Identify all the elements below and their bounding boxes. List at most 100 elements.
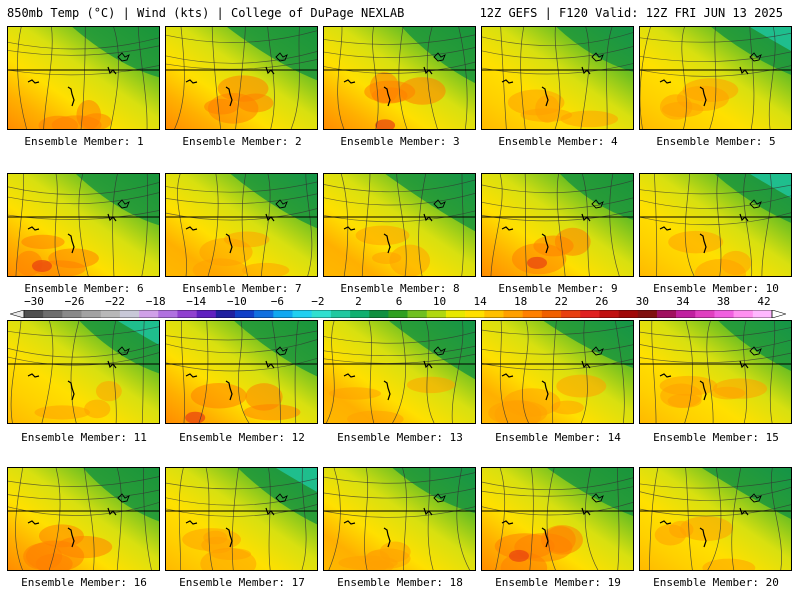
colorbar-swatch xyxy=(426,310,447,318)
colorbar-swatch xyxy=(695,310,715,318)
temperature-field-map xyxy=(482,468,633,570)
colorbar-tick-label: 42 xyxy=(757,295,771,308)
ensemble-map-panel xyxy=(639,26,792,130)
colorbar-tick-label: 26 xyxy=(595,295,609,308)
colorbar-tick-label: 6 xyxy=(395,295,403,308)
colorbar-swatch xyxy=(599,310,619,318)
temperature-field-map xyxy=(482,321,633,423)
temperature-field-map xyxy=(8,321,159,423)
ensemble-map-panel xyxy=(639,467,792,571)
ensemble-member-label: Ensemble Member: 13 xyxy=(337,431,463,444)
ensemble-map-panel xyxy=(481,173,634,277)
colorbar-swatch xyxy=(580,310,600,318)
temperature-field-map xyxy=(640,174,791,276)
ensemble-member-label: Ensemble Member: 18 xyxy=(337,576,463,589)
colorbar-arrow-right xyxy=(771,310,786,318)
ensemble-map-panel xyxy=(323,173,476,277)
colorbar-tick-label: 30 xyxy=(635,295,649,308)
ensemble-map-panel xyxy=(165,320,318,424)
ensemble-member-label: Ensemble Member: 20 xyxy=(653,576,779,589)
temperature-field-map xyxy=(8,27,159,129)
colorbar-swatch xyxy=(733,310,754,318)
ensemble-map-panel xyxy=(639,320,792,424)
temperature-field-map xyxy=(166,27,317,129)
ensemble-member-label: Ensemble Member: 17 xyxy=(179,576,305,589)
colorbar-swatch xyxy=(656,310,677,318)
ensemble-member-label: Ensemble Member: 6 xyxy=(24,282,144,295)
ensemble-map-panel xyxy=(639,173,792,277)
ensemble-map-panel xyxy=(481,467,634,571)
colorbar-swatch xyxy=(369,310,389,318)
colorbar-swatch xyxy=(273,310,293,318)
ensemble-member-label: Ensemble Member: 16 xyxy=(21,576,147,589)
colorbar-swatch xyxy=(254,310,274,318)
ensemble-member-label: Ensemble Member: 8 xyxy=(340,282,460,295)
colorbar-swatch xyxy=(292,310,312,318)
colorbar-tick-label: 10 xyxy=(432,295,447,308)
colorbar-swatch xyxy=(445,310,466,318)
colorbar-swatch xyxy=(350,310,370,318)
colorbar-swatch xyxy=(158,310,178,318)
header-title: 850mb Temp (°C) | Wind (kts) | College o… xyxy=(7,6,405,20)
ensemble-member-label: Ensemble Member: 9 xyxy=(498,282,618,295)
colorbar-swatch xyxy=(714,310,734,318)
temperature-field-map xyxy=(166,321,317,423)
ensemble-member-label: Ensemble Member: 1 xyxy=(24,135,144,148)
colorbar-tick-label: −30 xyxy=(24,295,44,308)
ensemble-map-panel xyxy=(165,26,318,130)
ensemble-member-label: Ensemble Member: 11 xyxy=(21,431,147,444)
ensemble-member-label: Ensemble Member: 10 xyxy=(653,282,779,295)
temperature-field-map xyxy=(482,174,633,276)
ensemble-map-panel xyxy=(481,320,634,424)
ensemble-member-label: Ensemble Member: 12 xyxy=(179,431,305,444)
ensemble-map-panel xyxy=(7,26,160,130)
ensemble-member-label: Ensemble Member: 4 xyxy=(498,135,618,148)
temperature-field-map xyxy=(640,321,791,423)
colorbar-swatch xyxy=(311,310,332,318)
temperature-field-map xyxy=(166,174,317,276)
colorbar-swatch xyxy=(388,310,408,318)
ensemble-member-label: Ensemble Member: 2 xyxy=(182,135,302,148)
colorbar-tick-label: −14 xyxy=(186,295,207,308)
colorbar-tick-label: 14 xyxy=(473,295,487,308)
colorbar-tick-label: 38 xyxy=(716,295,731,308)
ensemble-map-panel xyxy=(481,26,634,130)
colorbar-swatch xyxy=(119,310,140,318)
colorbar-swatch xyxy=(234,310,255,318)
temperature-field-map xyxy=(324,321,475,423)
temperature-colorbar xyxy=(10,310,786,318)
colorbar-swatch xyxy=(330,310,351,318)
temperature-field-map xyxy=(166,468,317,570)
ensemble-map-panel xyxy=(323,467,476,571)
ensemble-map-panel xyxy=(323,320,476,424)
colorbar-swatch xyxy=(24,310,44,318)
ensemble-map-panel xyxy=(165,173,318,277)
colorbar-tick-label: −10 xyxy=(226,295,247,308)
header-run-info: 12Z GEFS | F120 Valid: 12Z FRI JUN 13 20… xyxy=(479,6,783,20)
temperature-field-map xyxy=(640,27,791,129)
colorbar-swatch xyxy=(561,310,581,318)
colorbar-swatch xyxy=(637,310,658,318)
colorbar-arrow-left xyxy=(10,310,25,318)
colorbar-labels: −30 −26 −22 −18 −14 −10 −6 −2 2 6 10 14 18 22 26 30 34 38… xyxy=(10,296,786,308)
colorbar-swatch xyxy=(484,310,504,318)
colorbar-swatch xyxy=(100,310,121,318)
ensemble-member-label: Ensemble Member: 5 xyxy=(656,135,776,148)
ensemble-member-label: Ensemble Member: 14 xyxy=(495,431,621,444)
ensemble-map-panel xyxy=(323,26,476,130)
colorbar-swatch xyxy=(676,310,696,318)
colorbar-swatch xyxy=(177,310,197,318)
colorbar-swatch xyxy=(522,310,543,318)
colorbar-tick-label: −22 xyxy=(105,295,126,308)
ensemble-map-panel xyxy=(165,467,318,571)
colorbar-swatch xyxy=(62,310,82,318)
colorbar-swatch xyxy=(503,310,523,318)
colorbar-swatch xyxy=(81,310,102,318)
temperature-field-map xyxy=(640,468,791,570)
ensemble-map-panel xyxy=(7,467,160,571)
colorbar-swatch xyxy=(407,310,428,318)
temperature-field-map xyxy=(324,468,475,570)
colorbar-swatch xyxy=(752,310,773,318)
ensemble-member-label: Ensemble Member: 15 xyxy=(653,431,779,444)
temperature-field-map xyxy=(324,27,475,129)
